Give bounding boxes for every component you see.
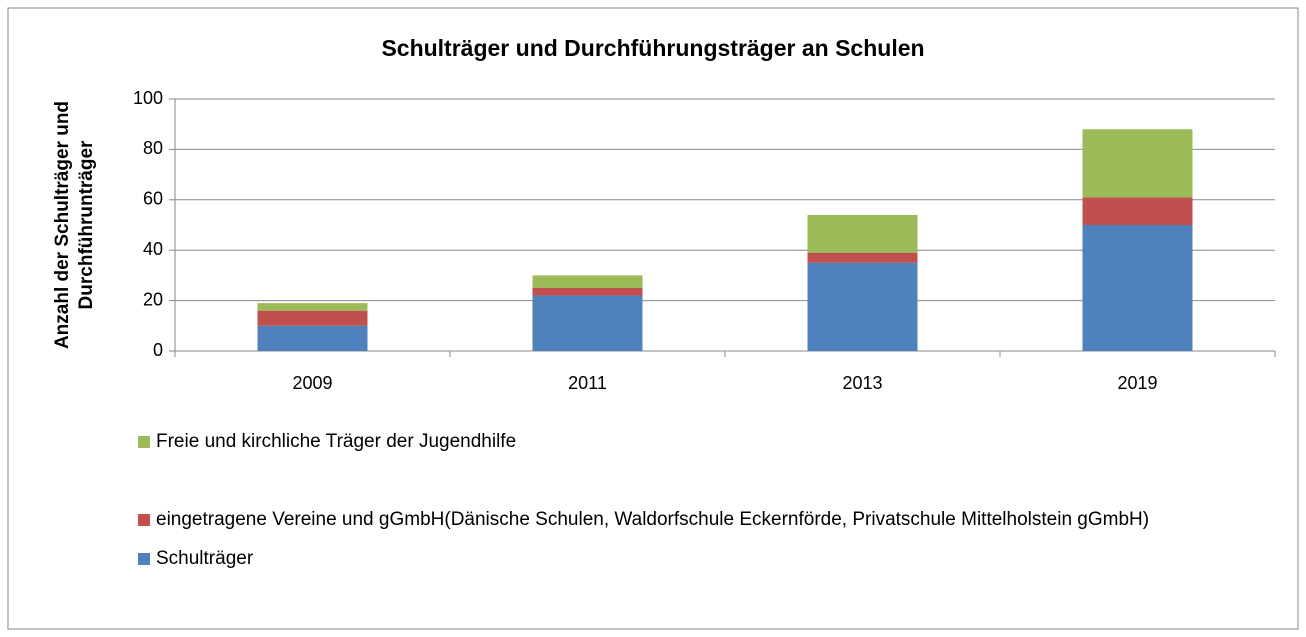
bar-segment [1082,225,1193,351]
y-tick-label: 100 [133,88,163,108]
x-tick-label: 2011 [568,373,607,393]
bar-segment [532,295,643,351]
y-tick-label: 0 [153,340,163,360]
legend-swatch [138,514,150,526]
bar-segment [257,310,368,326]
y-tick-label: 60 [143,189,163,209]
y-tick-label: 80 [143,138,163,158]
chart-title: Schulträger und Durchführungsträger an S… [381,35,924,61]
bar-segment [807,252,918,263]
y-axis-label: Anzahl der Schulträger und Durchführuntr… [52,100,97,350]
y-tick-label: 20 [143,289,163,309]
bar-segment [257,325,368,351]
bar-segment [532,288,643,296]
legend-label: eingetragene Vereine und gGmbH(Dänische … [156,509,1150,530]
legend-swatch [138,436,150,448]
x-tick-label: 2013 [842,373,882,393]
bar-segment [257,303,368,311]
legend-item: eingetragene Vereine und gGmbH(Dänische … [138,506,1218,533]
bar-segment [807,262,918,351]
x-tick-label: 2019 [1117,373,1157,393]
bar-segment [532,275,643,288]
y-tick-label: 40 [143,239,163,259]
legend-item: Schulträger [138,545,1218,572]
legend: Freie und kirchliche Träger der Jugendhi… [138,428,1218,572]
bar-segment [1082,197,1193,225]
legend-label: Freie und kirchliche Träger der Jugendhi… [156,431,517,452]
bar-segment [807,214,918,253]
legend-label: Schulträger [156,548,254,569]
legend-swatch [138,553,150,565]
x-tick-label: 2009 [292,373,332,393]
bar-segment [1082,129,1193,198]
legend-item: Freie und kirchliche Träger der Jugendhi… [138,428,1218,455]
